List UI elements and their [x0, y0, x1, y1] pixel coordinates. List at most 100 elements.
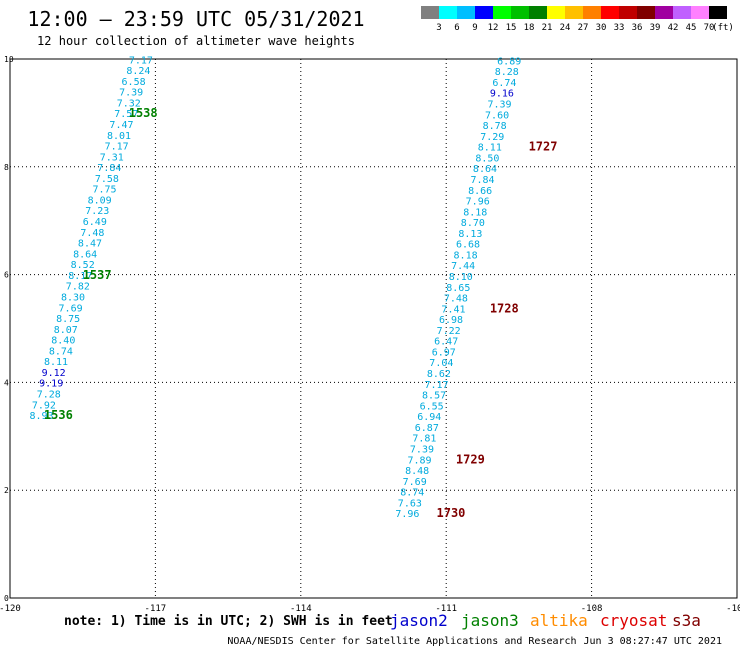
- swh-value-label: 7.44: [451, 261, 475, 272]
- colorbar-swatch: [601, 6, 619, 19]
- swh-value-label: 7.04: [429, 358, 453, 369]
- colorbar-label: 45: [686, 23, 697, 33]
- swh-value-label: 6.97: [432, 347, 456, 358]
- pass-time-label: 1537: [83, 268, 112, 282]
- swh-value-label: 8.48: [405, 466, 429, 477]
- swh-value-label: 7.60: [485, 110, 509, 121]
- axes: -120 -117 -114 -111 -108 -105 0 2 4 6 8 10: [0, 55, 740, 614]
- swh-value-label: 8.74: [400, 488, 424, 499]
- swh-value-label: 7.47: [109, 120, 133, 131]
- y-tick-label: 10: [4, 55, 14, 64]
- colorbar-swatch: [547, 6, 565, 19]
- swh-value-label: 7.75: [92, 185, 116, 196]
- swh-value-label: 8.07: [54, 325, 78, 336]
- swh-value-label: 6.68: [456, 240, 480, 251]
- swh-value-label: 6.55: [420, 401, 444, 412]
- note-text: note: 1) Time is in UTC; 2) SWH is in fe…: [64, 614, 393, 629]
- swh-value-label: 8.47: [78, 239, 102, 250]
- colorbar-swatch: [709, 6, 727, 19]
- x-tick-label: -117: [145, 604, 167, 614]
- y-tick-label: 6: [4, 271, 9, 280]
- chart-subtitle: 12 hour collection of altimeter wave hei…: [37, 34, 355, 48]
- colorbar-label: 27: [578, 23, 589, 33]
- swh-value-label: 9.16: [490, 89, 514, 100]
- y-tick-label: 8: [4, 163, 9, 172]
- pass-time-label: 1729: [456, 452, 485, 466]
- pass-time-label: 1728: [490, 301, 519, 315]
- swh-value-label: 6.98: [439, 315, 463, 326]
- swh-value-label: 8.93: [29, 411, 53, 422]
- colorbar-swatch: [457, 6, 475, 19]
- swh-value-label: 7.48: [80, 228, 104, 239]
- pass-time-label: 1730: [437, 506, 466, 520]
- swh-value-label: 8.09: [88, 195, 112, 206]
- colorbar-label: 12: [488, 23, 499, 33]
- swh-value-label: 8.10: [449, 272, 473, 283]
- x-tick-label: -114: [290, 604, 312, 614]
- colorbar-label: 9: [472, 23, 477, 33]
- swh-value-label: 8.50: [475, 153, 499, 164]
- colorbar-swatch: [493, 6, 511, 19]
- colorbar-swatch: [529, 6, 547, 19]
- colorbar-swatch: [637, 6, 655, 19]
- x-tick-label: -120: [0, 604, 21, 614]
- colorbar-label: 3: [436, 23, 441, 33]
- swh-value-label: 8.13: [458, 229, 482, 240]
- y-tick-label: 0: [4, 594, 9, 603]
- swh-value-label: 7.81: [412, 434, 436, 445]
- swh-value-label: 7.63: [398, 498, 422, 509]
- swh-value-label: 7.82: [66, 282, 90, 293]
- legend-jason2: jason2: [390, 611, 448, 630]
- swh-value-label: 7.39: [410, 444, 434, 455]
- colorbar-label: 15: [506, 23, 517, 33]
- colorbar-label: 39: [650, 23, 661, 33]
- colorbar: 3 6 9 12 15 18 21 24 27 30 33 36 39 42 45 70(ft): [421, 6, 734, 33]
- swh-value-label: 7.48: [444, 294, 468, 305]
- legend-jason3: jason3: [461, 611, 519, 630]
- colorbar-swatch: [583, 6, 601, 19]
- swh-value-label: 7.32: [117, 98, 141, 109]
- swh-value-label: 8.28: [495, 67, 519, 78]
- swh-value-label: 8.75: [56, 314, 80, 325]
- swh-value-label: 7.17: [105, 142, 129, 153]
- swh-value-label: 8.30: [61, 292, 85, 303]
- swh-value-label: 7.96: [395, 509, 419, 520]
- colorbar-swatch: [511, 6, 529, 19]
- colorbar-label: 36: [632, 23, 643, 33]
- swh-value-label: 8.24: [126, 66, 150, 77]
- swh-value-label: 6.49: [83, 217, 107, 228]
- swh-value-label: 7.69: [59, 303, 83, 314]
- swh-value-label: 7.28: [37, 389, 61, 400]
- swh-value-label: 8.66: [468, 186, 492, 197]
- colorbar-swatch: [655, 6, 673, 19]
- colorbar-unit: (ft): [712, 23, 734, 33]
- pass-time-label: 1727: [529, 140, 558, 154]
- colorbar-label: 30: [596, 23, 607, 33]
- colorbar-swatch: [439, 6, 457, 19]
- swh-value-label: 7.41: [441, 304, 465, 315]
- swh-value-label: 7.39: [487, 100, 511, 111]
- pass-time-label: 1536: [44, 408, 73, 422]
- colorbar-label: 6: [454, 23, 459, 33]
- swh-value-label: 6.89: [497, 56, 521, 67]
- swh-value-label: 9.12: [42, 368, 66, 379]
- swh-value-label: 7.89: [407, 455, 431, 466]
- swh-value-label: 7.69: [403, 477, 427, 488]
- swh-value-label: 8.11: [44, 357, 68, 368]
- colorbar-swatch: [421, 6, 439, 19]
- legend-s3a: s3a: [672, 611, 701, 630]
- colorbar-label: 21: [542, 23, 553, 33]
- swh-value-label: 8.40: [51, 336, 75, 347]
- colorbar-label: 18: [524, 23, 535, 33]
- swh-value-label: 8.78: [483, 121, 507, 132]
- swh-value-label: 6.58: [122, 77, 146, 88]
- chart-title: 12:00 – 23:59 UTC 05/31/2021: [27, 7, 364, 31]
- swh-value-label: 6.47: [434, 337, 458, 348]
- swh-value-label: 8.01: [107, 131, 131, 142]
- swh-value-label: 6.94: [417, 412, 441, 423]
- swh-value-label: 9.19: [39, 379, 63, 390]
- pass-time-label: 1538: [129, 106, 158, 120]
- colorbar-label: 42: [668, 23, 679, 33]
- swh-value-label: 7.84: [471, 175, 495, 186]
